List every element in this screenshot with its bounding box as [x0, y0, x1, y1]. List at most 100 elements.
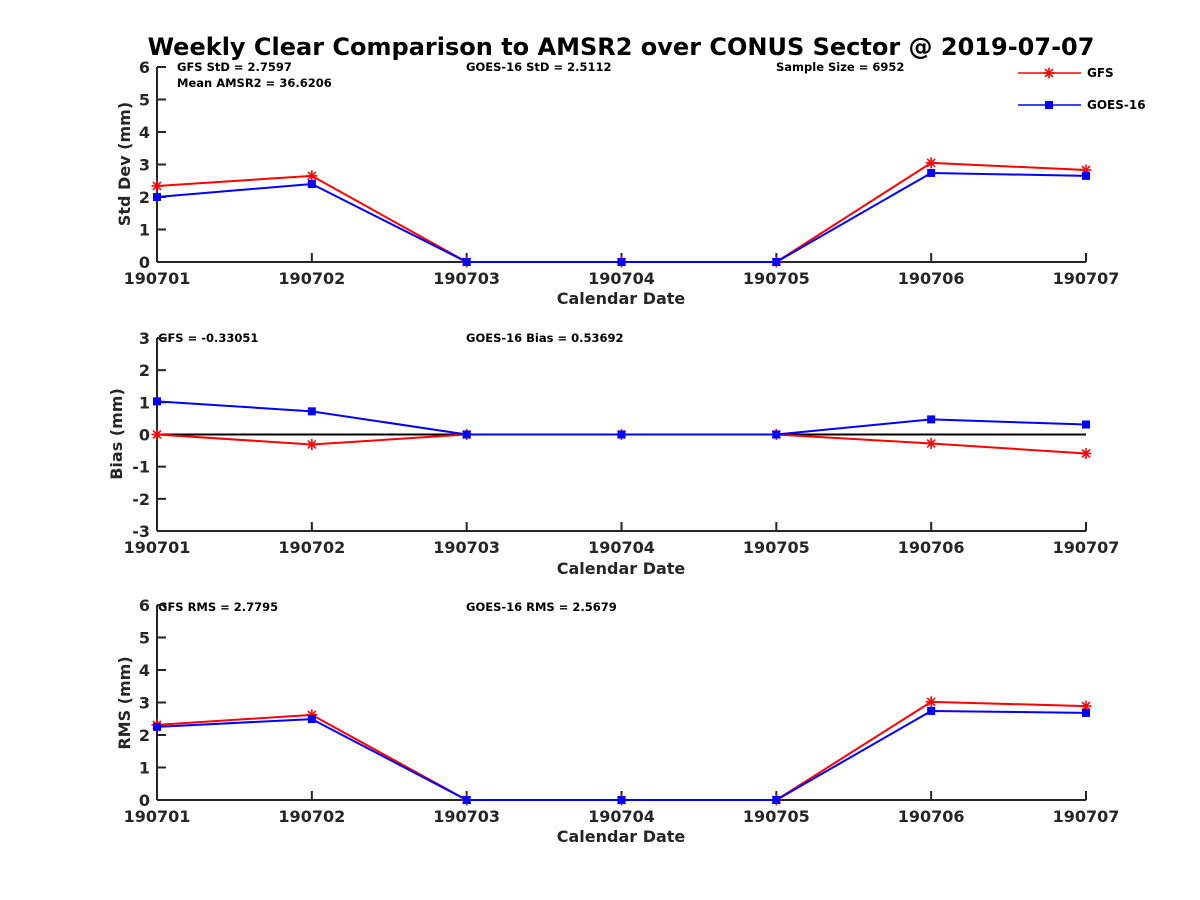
- data-point-goes16: [927, 706, 936, 715]
- data-point-gfs: [306, 170, 318, 182]
- x-tick-label: 190703: [433, 269, 500, 288]
- y-tick-label: 1: [139, 759, 150, 778]
- series-line-goes16: [156, 709, 1087, 801]
- data-point-gfs: [151, 429, 163, 440]
- data-point-goes16: [462, 796, 471, 804]
- annotation-gfs-bias: GFS = -0.33051: [158, 331, 258, 345]
- annotation-goes16-std: GOES-16 StD = 2.5112: [466, 60, 611, 74]
- x-tick-label: 190707: [1053, 269, 1120, 288]
- y-tick-label: 0: [139, 426, 150, 445]
- series-line-gfs: [156, 161, 1087, 263]
- y-tick-label: 5: [139, 629, 150, 648]
- y-tick-label: 6: [139, 58, 150, 77]
- legend-label-goes16: GOES-16: [1087, 98, 1146, 112]
- y-tick-label: 3: [139, 156, 150, 175]
- series-line-gfs: [156, 700, 1087, 801]
- x-tick-label: 190702: [278, 269, 345, 288]
- data-point-goes16: [617, 796, 626, 804]
- legend: GFS GOES-16: [1018, 66, 1146, 112]
- legend-marker-gfs: [1043, 67, 1055, 79]
- data-point-goes16: [927, 168, 936, 177]
- data-point-goes16: [617, 258, 626, 266]
- x-tick-label: 190704: [588, 538, 655, 557]
- x-tick-label: 190701: [124, 538, 191, 557]
- y-tick-label: 2: [139, 188, 150, 207]
- y-tick-label: -1: [132, 458, 150, 477]
- x-tick-label: 190705: [743, 807, 810, 826]
- x-tick-label: 190705: [743, 269, 810, 288]
- panel-stddev: Std Dev (mm) Calendar Date GFS StD = 2.7…: [115, 58, 1119, 308]
- annotation-gfs-rms: GFS RMS = 2.7795: [158, 600, 278, 614]
- data-point-gfs: [1080, 447, 1092, 459]
- data-point-goes16: [307, 407, 316, 416]
- data-point-goes16: [772, 258, 781, 266]
- x-tick-label: 190704: [588, 269, 655, 288]
- data-point-goes16: [462, 430, 471, 439]
- x-tick-label: 190701: [124, 807, 191, 826]
- y-tick-label: 6: [139, 596, 150, 615]
- x-tick-label: 190704: [588, 807, 655, 826]
- annotation-gfs-std: GFS StD = 2.7597: [177, 60, 292, 74]
- annotation-goes16-bias: GOES-16 Bias = 0.53692: [466, 331, 623, 345]
- y-tick-label: 0: [139, 791, 150, 810]
- data-point-gfs: [306, 438, 318, 450]
- data-point-goes16: [772, 796, 781, 804]
- x-tick-label: 190707: [1053, 807, 1120, 826]
- x-tick-label: 190705: [743, 538, 810, 557]
- y-tick-label: 0: [139, 253, 150, 272]
- data-point-goes16: [307, 715, 316, 724]
- y-tick-label: 2: [139, 361, 150, 380]
- y-tick-label: 3: [139, 694, 150, 713]
- data-point-goes16: [153, 193, 161, 201]
- x-tick-label: 190706: [898, 269, 965, 288]
- legend-marker-goes16: [1045, 101, 1053, 109]
- legend-marker-asterisk: [1043, 67, 1055, 79]
- x-tick-label: 190702: [278, 538, 345, 557]
- x-tick-label: 190701: [124, 269, 191, 288]
- data-point-goes16: [927, 415, 936, 424]
- y-tick-label: -2: [132, 490, 150, 509]
- x-tick-label: 190707: [1053, 538, 1120, 557]
- data-point-goes16: [153, 722, 161, 731]
- x-tick-label: 190703: [433, 807, 500, 826]
- y-axis-label: RMS (mm): [115, 656, 134, 749]
- y-tick-label: 3: [139, 329, 150, 348]
- data-point-goes16: [153, 397, 161, 406]
- y-tick-label: 2: [139, 726, 150, 745]
- legend-label-gfs: GFS: [1087, 66, 1114, 80]
- x-axis-label: Calendar Date: [557, 827, 686, 846]
- data-point-gfs: [925, 157, 937, 169]
- data-point-gfs: [925, 696, 937, 708]
- annotation-goes16-rms: GOES-16 RMS = 2.5679: [466, 600, 617, 614]
- y-axis-label: Std Dev (mm): [115, 102, 134, 226]
- panel-bias: Bias (mm) Calendar Date GFS = -0.33051 G…: [107, 329, 1119, 578]
- annotation-sample-size: Sample Size = 6952: [776, 60, 904, 74]
- data-point-goes16: [1082, 171, 1090, 180]
- series-line-goes16: [156, 171, 1087, 263]
- y-tick-label: -3: [132, 522, 150, 541]
- data-point-goes16: [307, 180, 316, 188]
- y-axis-label: Bias (mm): [107, 388, 126, 480]
- data-point-goes16: [1082, 420, 1090, 429]
- y-tick-label: 1: [139, 221, 150, 240]
- x-tick-label: 190703: [433, 538, 500, 557]
- annotation-mean-amsr2: Mean AMSR2 = 36.6206: [177, 76, 332, 90]
- x-tick-label: 190706: [898, 538, 965, 557]
- y-tick-label: 5: [139, 91, 150, 110]
- panel-rms: RMS (mm) Calendar Date GFS RMS = 2.7795 …: [115, 596, 1119, 846]
- y-tick-label: 4: [139, 661, 150, 680]
- x-tick-label: 190702: [278, 807, 345, 826]
- data-point-goes16: [1082, 708, 1090, 717]
- data-point-goes16: [462, 258, 471, 266]
- y-tick-label: 1: [139, 393, 150, 412]
- legend-marker-square: [1045, 101, 1053, 109]
- data-point-gfs: [925, 438, 937, 450]
- chart-title: Weekly Clear Comparison to AMSR2 over CO…: [148, 33, 1095, 61]
- x-axis-label: Calendar Date: [557, 559, 686, 578]
- data-point-goes16: [772, 430, 781, 439]
- data-point-goes16: [617, 430, 626, 439]
- y-tick-label: 4: [139, 123, 150, 142]
- data-point-gfs: [151, 180, 163, 192]
- x-axis-label: Calendar Date: [557, 289, 686, 308]
